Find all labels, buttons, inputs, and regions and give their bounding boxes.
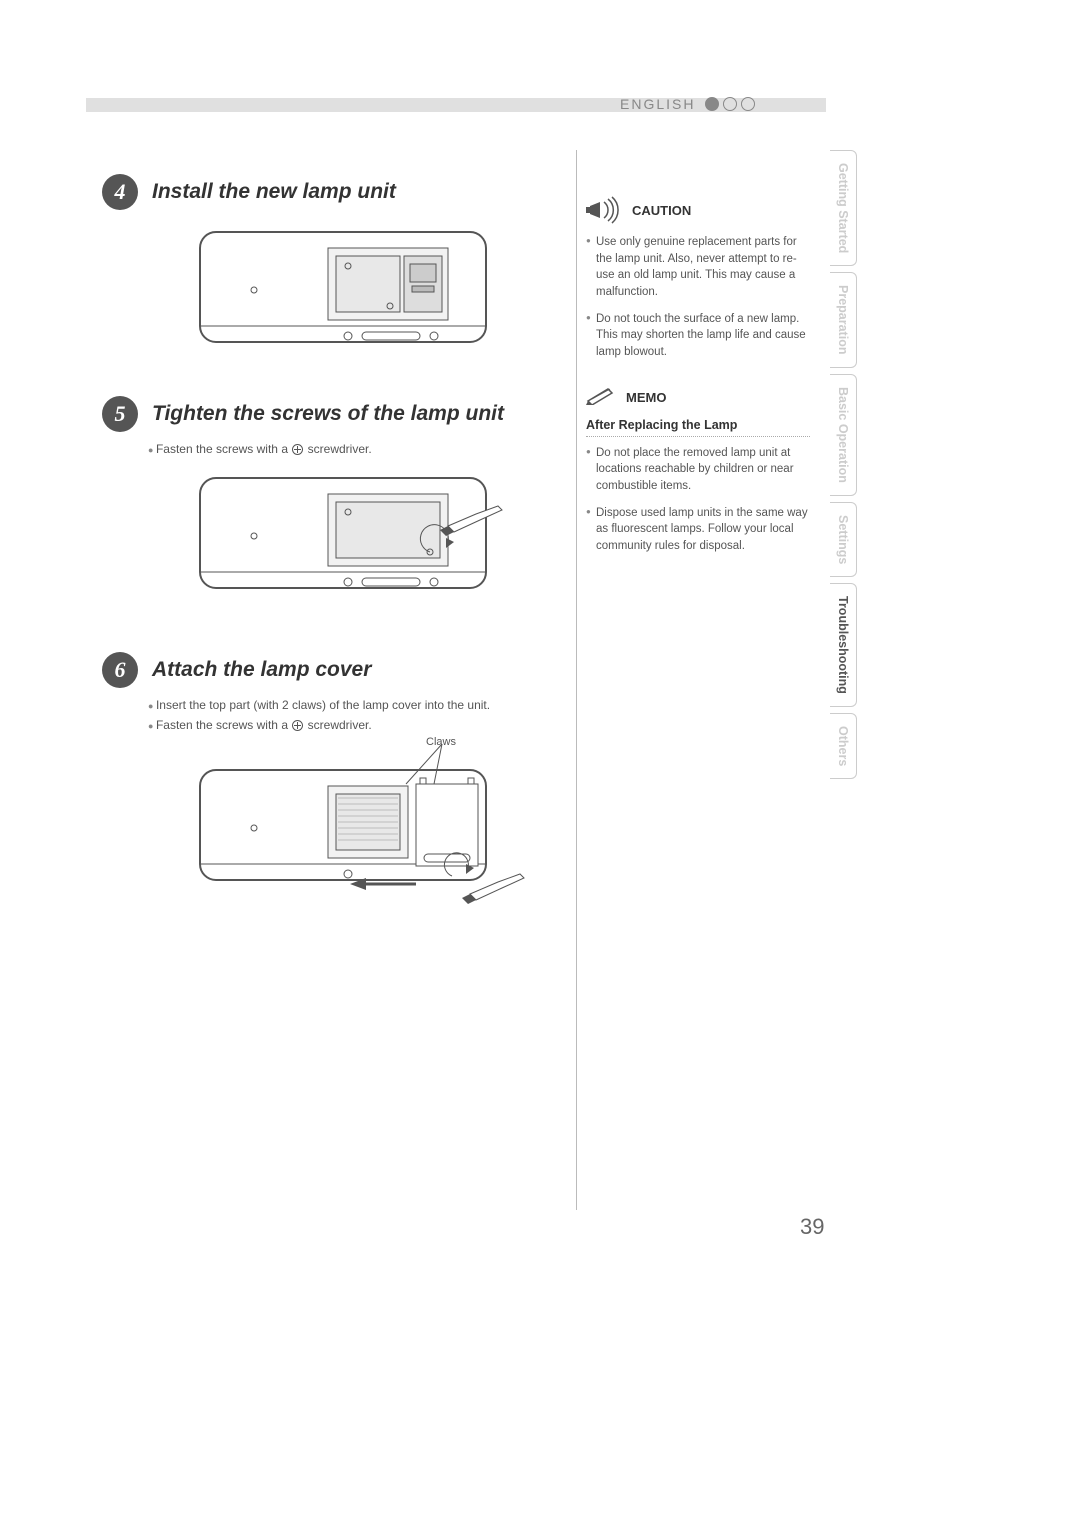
step-6-number: 6 xyxy=(102,652,138,688)
page-number: 39 xyxy=(800,1214,824,1240)
step-6-header: 6 Attach the lamp cover xyxy=(102,652,572,688)
step-5-sub-b: screwdriver. xyxy=(304,442,371,456)
tab-troubleshooting[interactable]: Troubleshooting xyxy=(830,583,857,707)
language-indicator: ENGLISH xyxy=(620,96,755,112)
caution-item-1: Use only genuine replacement parts for t… xyxy=(586,234,810,301)
lang-dot-2 xyxy=(723,97,737,111)
caution-heading: CAUTION xyxy=(586,196,810,224)
phillips-icon xyxy=(292,444,303,455)
megaphone-icon xyxy=(586,196,622,224)
memo-item-1: Do not place the removed lamp unit at lo… xyxy=(586,445,810,495)
step-4-title: Install the new lamp unit xyxy=(152,180,396,204)
lang-dot-3 xyxy=(741,97,755,111)
step-5-illustration xyxy=(198,466,572,616)
phillips-icon xyxy=(292,720,303,731)
step-6-subtext-1: Insert the top part (with 2 claws) of th… xyxy=(148,698,572,712)
tab-getting-started[interactable]: Getting Started xyxy=(830,150,857,266)
caution-item-2: Do not touch the surface of a new lamp. … xyxy=(586,311,810,361)
dotted-divider xyxy=(586,436,810,437)
step-5-number: 5 xyxy=(102,396,138,432)
step-6-sub2-a: Fasten the screws with a xyxy=(156,718,291,732)
sidebar-notes: CAUTION Use only genuine replacement par… xyxy=(586,196,810,565)
step-4-number: 4 xyxy=(102,174,138,210)
lang-dot-1 xyxy=(705,97,719,111)
step-5-header: 5 Tighten the screws of the lamp unit xyxy=(102,396,572,432)
tab-others[interactable]: Others xyxy=(830,713,857,779)
pencil-icon xyxy=(586,385,616,410)
memo-subtitle: After Replacing the Lamp xyxy=(586,418,810,432)
vertical-divider xyxy=(576,150,577,1210)
step-5-subtext: Fasten the screws with a screwdriver. xyxy=(148,442,572,456)
main-steps-column: 4 Install the new lamp unit 5 Tighten th… xyxy=(102,174,572,968)
caution-title: CAUTION xyxy=(632,203,691,218)
step-6-title: Attach the lamp cover xyxy=(152,658,371,682)
section-tabs: Getting Started Preparation Basic Operat… xyxy=(830,150,872,785)
tab-basic-operation[interactable]: Basic Operation xyxy=(830,374,857,496)
language-label: ENGLISH xyxy=(620,96,695,112)
step-4-header: 4 Install the new lamp unit xyxy=(102,174,572,210)
language-dots xyxy=(705,97,755,111)
step-4-illustration xyxy=(198,220,572,360)
step-6-sub2-b: screwdriver. xyxy=(304,718,371,732)
tab-settings[interactable]: Settings xyxy=(830,502,857,577)
memo-heading: MEMO xyxy=(586,385,810,410)
memo-title: MEMO xyxy=(626,390,666,405)
claws-label: Claws xyxy=(426,736,456,748)
step-5-sub-a: Fasten the screws with a xyxy=(156,442,291,456)
step-6-subtext-2: Fasten the screws with a screwdriver. xyxy=(148,718,572,732)
step-6-illustration: Claws xyxy=(198,742,572,932)
tab-preparation[interactable]: Preparation xyxy=(830,272,857,367)
step-5-title: Tighten the screws of the lamp unit xyxy=(152,402,504,426)
memo-item-2: Dispose used lamp units in the same way … xyxy=(586,505,810,555)
